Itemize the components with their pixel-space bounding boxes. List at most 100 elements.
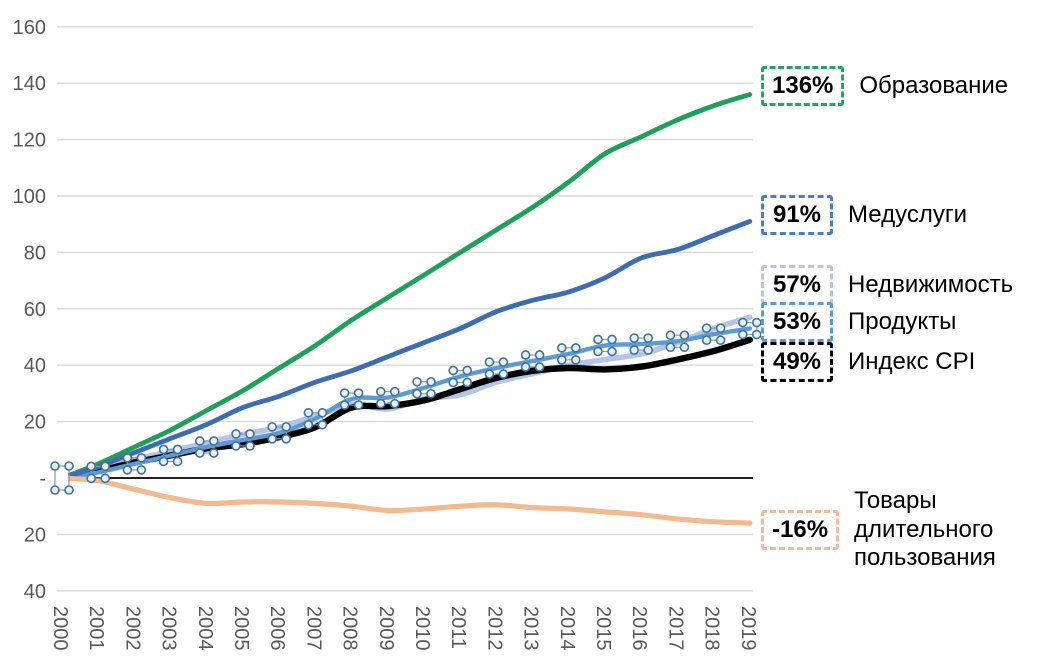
selection-handle[interactable] — [665, 330, 676, 341]
selection-handle[interactable] — [715, 323, 726, 333]
selection-handle[interactable] — [679, 330, 690, 341]
selection-handle[interactable] — [484, 369, 495, 379]
selection-handle[interactable] — [281, 422, 292, 432]
selection-handle[interactable] — [317, 407, 328, 418]
selection-handle[interactable] — [412, 388, 422, 399]
selection-handle[interactable] — [412, 376, 422, 387]
selection-handle[interactable] — [353, 400, 364, 410]
selection-handle[interactable] — [136, 453, 147, 463]
selection-handle[interactable] — [498, 369, 509, 379]
selection-handle[interactable] — [122, 453, 133, 463]
selection-handle[interactable] — [556, 355, 567, 365]
selection-handle[interactable] — [267, 422, 278, 432]
selection-handle[interactable] — [353, 388, 364, 398]
selection-handle[interactable] — [317, 419, 328, 430]
selection-handle[interactable] — [375, 398, 386, 409]
series-line-medical-services[interactable] — [59, 219, 753, 481]
series-line-durable-goods[interactable] — [59, 475, 753, 526]
selection-handle[interactable] — [245, 429, 255, 439]
selection-handle[interactable] — [665, 342, 676, 353]
selection-handle[interactable] — [86, 461, 96, 472]
selection-handle[interactable] — [607, 334, 617, 345]
selection-handle[interactable] — [50, 461, 60, 471]
selection-handle[interactable] — [375, 386, 386, 397]
selection-handle[interactable] — [629, 345, 640, 355]
selection-handle[interactable] — [520, 350, 531, 360]
selection-handle[interactable] — [245, 441, 255, 451]
selection-handle[interactable] — [195, 436, 205, 446]
selection-handle[interactable] — [339, 400, 350, 410]
selection-handle[interactable] — [231, 429, 241, 439]
selection-handle[interactable] — [643, 333, 654, 343]
x-tick-label: 2008 — [339, 606, 361, 651]
x-tick-label: 2002 — [121, 606, 143, 651]
series-line-education[interactable] — [59, 92, 753, 481]
series-line-groceries[interactable] — [59, 326, 752, 481]
legend-label-medical-services: Медуслуги — [848, 200, 967, 228]
y-tick-label: - — [39, 468, 46, 490]
selection-handle[interactable] — [534, 362, 545, 372]
x-tick-label: 2018 — [701, 606, 723, 651]
selection-handle[interactable] — [570, 343, 581, 353]
legend-item-medical-services: 91% Медуслуги — [761, 195, 967, 235]
selection-handle[interactable] — [751, 317, 762, 328]
legend-label-groceries: Продукты — [848, 307, 957, 335]
x-tick-label: 2013 — [520, 606, 542, 651]
selection-handle[interactable] — [64, 461, 74, 471]
selection-handle[interactable] — [281, 434, 292, 444]
selection-handle[interactable] — [520, 362, 531, 372]
selection-handle[interactable] — [593, 334, 603, 345]
selection-handle[interactable] — [556, 343, 567, 353]
selection-handle[interactable] — [607, 346, 617, 357]
selection-handle[interactable] — [389, 398, 400, 409]
selection-handle[interactable] — [593, 346, 603, 357]
selection-handle[interactable] — [339, 388, 350, 398]
selection-handles-groceries[interactable] — [50, 317, 762, 495]
selection-handle[interactable] — [100, 461, 110, 472]
selection-handle[interactable] — [498, 357, 509, 367]
x-tick-label: 2009 — [375, 606, 397, 651]
selection-handle[interactable] — [462, 377, 473, 388]
selection-handle[interactable] — [737, 329, 748, 340]
selection-handle[interactable] — [209, 436, 219, 446]
x-tick-label: 2010 — [411, 606, 433, 651]
selection-handle[interactable] — [715, 335, 726, 345]
legend-label-cpi-index: Индекс CPI — [848, 347, 976, 375]
selection-handle[interactable] — [534, 350, 545, 360]
legend-value-box-medical-services: 91% — [761, 195, 833, 235]
selection-handle[interactable] — [462, 365, 473, 376]
selection-handle[interactable] — [172, 444, 183, 455]
legend-item-durable-goods: -16% Товары длительного пользования — [761, 482, 1034, 578]
selection-handle[interactable] — [643, 345, 654, 355]
selection-handle[interactable] — [100, 473, 110, 484]
selection-handle[interactable] — [231, 441, 241, 451]
selection-handle[interactable] — [136, 465, 147, 475]
selection-handle[interactable] — [158, 444, 169, 455]
selection-handle[interactable] — [267, 434, 278, 444]
selection-handle[interactable] — [86, 473, 96, 484]
selection-handle[interactable] — [751, 329, 762, 340]
selection-handle[interactable] — [303, 419, 314, 430]
x-tick-label: 2006 — [266, 606, 288, 651]
selection-handle[interactable] — [195, 448, 205, 458]
selection-handle[interactable] — [64, 485, 74, 495]
x-tick-label: 2001 — [85, 606, 107, 651]
selection-handle[interactable] — [158, 456, 169, 467]
selection-handle[interactable] — [448, 365, 459, 376]
selection-handle[interactable] — [172, 456, 183, 467]
selection-handle[interactable] — [209, 448, 219, 458]
selection-handle[interactable] — [679, 342, 690, 353]
selection-handle[interactable] — [426, 388, 436, 399]
selection-handle[interactable] — [426, 376, 436, 387]
selection-handle[interactable] — [303, 407, 314, 418]
selection-handle[interactable] — [701, 335, 712, 345]
selection-handle[interactable] — [629, 333, 640, 343]
selection-handle[interactable] — [484, 357, 495, 367]
selection-handle[interactable] — [701, 323, 712, 333]
selection-handle[interactable] — [737, 317, 748, 328]
selection-handle[interactable] — [448, 377, 459, 388]
selection-handle[interactable] — [570, 355, 581, 365]
selection-handle[interactable] — [389, 386, 400, 397]
selection-handle[interactable] — [122, 465, 133, 475]
selection-handle[interactable] — [50, 485, 60, 495]
